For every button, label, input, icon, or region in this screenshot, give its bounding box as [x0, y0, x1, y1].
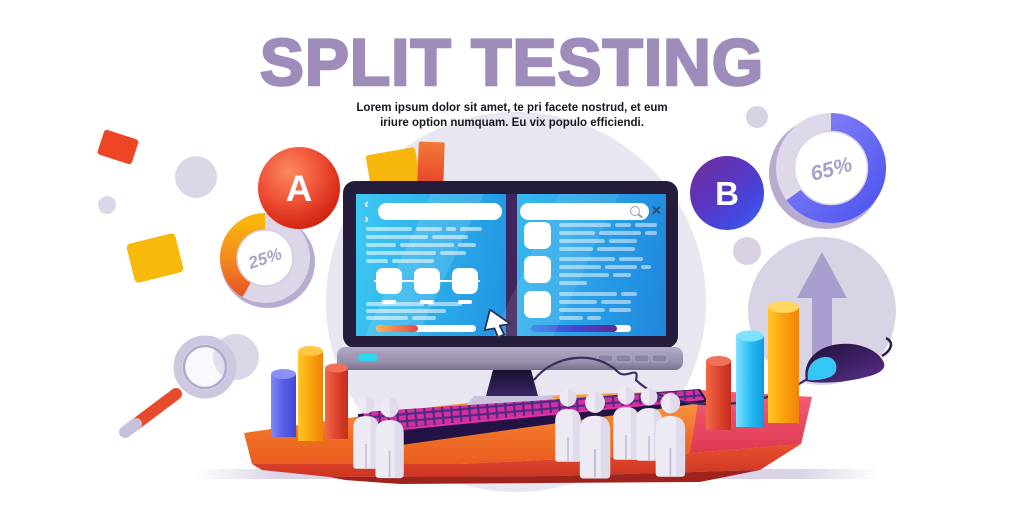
page-title: SPLIT TESTING — [259, 24, 765, 101]
list-item — [524, 222, 661, 255]
thumbnail-card — [524, 291, 551, 318]
split-divider — [506, 194, 517, 336]
sticky-notes — [365, 141, 445, 189]
bezel-buttons — [597, 354, 668, 363]
item-3-lines — [559, 291, 661, 324]
list-item — [524, 291, 661, 324]
variant-a-donut: 25% — [220, 213, 315, 308]
page-subtitle: Lorem ipsum dolor sit amet, te pri facet… — [0, 101, 1024, 131]
variant-b-page: ✕ — [517, 194, 666, 336]
address-bar-a — [378, 202, 502, 220]
thumbnail-card — [524, 256, 551, 283]
caption-bar — [420, 300, 434, 304]
progress-fill-b — [530, 325, 617, 332]
up-arrow-icon — [797, 252, 847, 358]
search-icon — [630, 205, 640, 216]
confetti — [97, 129, 184, 283]
monitor-screen: ‹ › ✕ — [356, 194, 666, 336]
variant-b-badge: B — [690, 156, 764, 230]
nav-arrows-icon: ‹ › — [364, 196, 372, 226]
variant-b-label: B — [715, 175, 739, 212]
mouse-glow — [807, 356, 837, 381]
bar-chart-left — [271, 346, 348, 441]
subtitle-line-2: iriure option numquam. Eu vix populo eff… — [380, 117, 644, 129]
mouse-wire — [533, 356, 808, 406]
browser-topbar-a: ‹ › — [358, 196, 502, 226]
variant-a-page: ‹ › — [356, 194, 506, 336]
magnifying-glass — [119, 335, 237, 438]
item-1-lines — [559, 222, 661, 255]
feature-card — [452, 268, 478, 294]
search-bar-b — [520, 202, 649, 220]
variant-a-label: A — [286, 168, 313, 209]
feature-card — [376, 268, 402, 294]
progress-bar-a — [376, 325, 476, 332]
decor-balls — [98, 106, 768, 380]
item-2-lines — [559, 256, 661, 289]
progress-bar-b — [530, 325, 631, 332]
monitor-bezel — [337, 347, 683, 370]
bar-chart-right — [706, 301, 799, 430]
subtitle-line-1: Lorem ipsum dolor sit amet, te pri facet… — [356, 102, 668, 114]
caption-bar — [458, 300, 472, 304]
variant-a-badge: A — [258, 147, 340, 229]
feature-card — [414, 268, 440, 294]
monitor-stand — [486, 366, 538, 396]
text-lines-top — [366, 227, 498, 267]
close-icon: ✕ — [651, 203, 662, 218]
browser-topbar-b: ✕ — [520, 202, 664, 220]
list-item — [524, 256, 661, 289]
variant-b-donut: 65% — [769, 113, 887, 229]
computer-mouse — [805, 336, 893, 383]
thumbnail-card — [524, 222, 551, 249]
progress-fill-a — [376, 325, 418, 332]
cursor-icon — [483, 308, 512, 339]
power-led — [358, 354, 378, 361]
text-lines-bottom — [366, 302, 472, 323]
